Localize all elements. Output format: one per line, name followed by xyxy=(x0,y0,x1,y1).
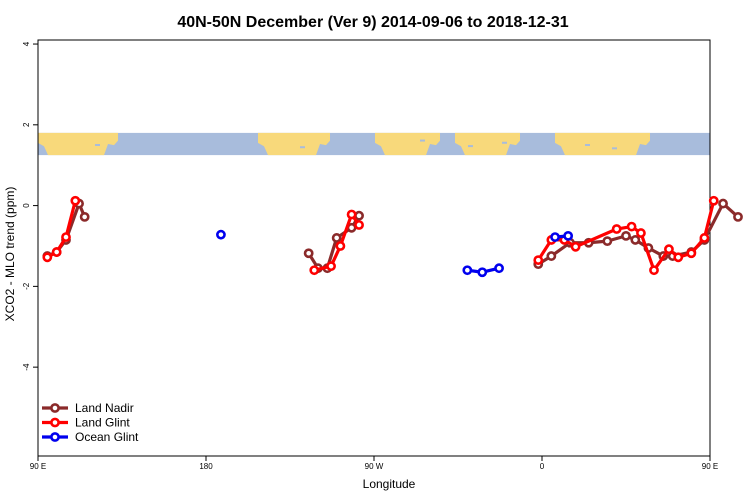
land-nadir-line xyxy=(46,201,87,258)
land-glint-point xyxy=(61,232,71,242)
ocean-glint-point xyxy=(494,263,504,274)
legend-swatch-marker xyxy=(50,417,60,428)
land-nadir-point xyxy=(621,230,631,241)
y-tick-label: -2 xyxy=(22,282,31,290)
land-glint-point xyxy=(533,255,544,266)
land-nadir-point xyxy=(331,233,342,243)
y-axis: 4 2 0 -2 -4 xyxy=(22,41,38,371)
ocean-glint-point xyxy=(550,232,560,242)
series-land-nadir xyxy=(42,198,743,274)
series-layer xyxy=(42,195,743,278)
series-land-glint xyxy=(42,195,719,276)
east-asia-land xyxy=(555,132,650,156)
land-glint-line xyxy=(46,200,77,259)
legend-swatch-marker xyxy=(50,432,60,442)
land-glint-point xyxy=(354,220,364,230)
map-water-patch xyxy=(468,145,473,148)
legend-item-ocean-glint: Ocean Glint xyxy=(42,430,139,444)
world-map-strip xyxy=(38,132,710,156)
land-glint-point xyxy=(570,241,581,252)
land-nadir-point xyxy=(733,212,743,222)
y-tick-label: 2 xyxy=(22,122,31,127)
legend-item-land-glint: Land Glint xyxy=(42,416,130,430)
legend-label: Ocean Glint xyxy=(75,430,139,444)
plot-frame xyxy=(37,39,711,457)
map-water-patch xyxy=(585,144,590,146)
legend-label: Land Nadir xyxy=(75,401,134,415)
land-glint-point xyxy=(309,265,320,276)
land-glint-point xyxy=(51,247,62,257)
land-glint-point xyxy=(664,244,674,255)
europe-land xyxy=(375,132,440,156)
x-tick-label: 90 W xyxy=(365,462,384,471)
land-glint-point xyxy=(686,248,697,259)
asia-land xyxy=(38,132,118,156)
land-glint-point xyxy=(335,241,346,251)
land-nadir-point xyxy=(718,198,728,209)
land-glint-point xyxy=(673,252,684,263)
land-glint-point xyxy=(70,195,81,206)
map-water-patch xyxy=(502,141,507,144)
land-glint-point xyxy=(699,233,710,243)
x-tick-label: 0 xyxy=(540,462,545,471)
ocean-glint-point xyxy=(477,267,488,278)
land-glint-point xyxy=(42,252,53,263)
x-tick-label: 90 E xyxy=(702,462,718,471)
land-glint-point xyxy=(636,228,646,238)
series-ocean-glint xyxy=(216,229,574,278)
x-tick-label: 180 xyxy=(199,462,213,471)
land-glint-point xyxy=(649,265,659,276)
land-glint-point xyxy=(626,221,637,232)
land-nadir-point xyxy=(303,248,314,259)
y-tick-label: 4 xyxy=(22,41,31,46)
legend-item-land-nadir: Land Nadir xyxy=(42,401,134,415)
chart-title: 40N-50N December (Ver 9) 2014-09-06 to 2… xyxy=(177,14,568,31)
y-tick-label: 0 xyxy=(22,203,31,208)
land-nadir-point xyxy=(630,235,641,245)
y-tick-label: -4 xyxy=(22,363,31,371)
map-water-patch xyxy=(95,144,100,146)
map-ocean xyxy=(38,132,710,156)
map-water-patch xyxy=(612,147,617,150)
land-nadir-point xyxy=(546,251,557,261)
map-water-patch xyxy=(420,139,425,142)
x-axis-label: Longitude xyxy=(363,477,416,491)
north-america-land xyxy=(258,132,330,156)
land-nadir-point xyxy=(354,210,364,221)
y-axis-label: XCO2 - MLO trend (ppm) xyxy=(3,187,17,322)
land-glint-point xyxy=(611,224,622,234)
x-tick-label: 90 E xyxy=(30,462,46,471)
land-glint-point xyxy=(708,195,719,206)
ocean-glint-point xyxy=(462,265,473,276)
legend-swatch-marker xyxy=(50,403,60,413)
x-axis: 90 E 180 90 W 0 90 E xyxy=(30,456,718,471)
ocean-glint-point xyxy=(216,229,226,240)
ocean-glint-point xyxy=(563,230,574,241)
map-water-patch xyxy=(300,146,305,149)
land-glint-point xyxy=(326,261,336,272)
legend-label: Land Glint xyxy=(75,416,130,430)
land-nadir-point xyxy=(602,236,613,247)
land-glint-point xyxy=(346,209,357,220)
west-asia-land xyxy=(455,132,520,156)
land-nadir-point xyxy=(79,212,90,222)
